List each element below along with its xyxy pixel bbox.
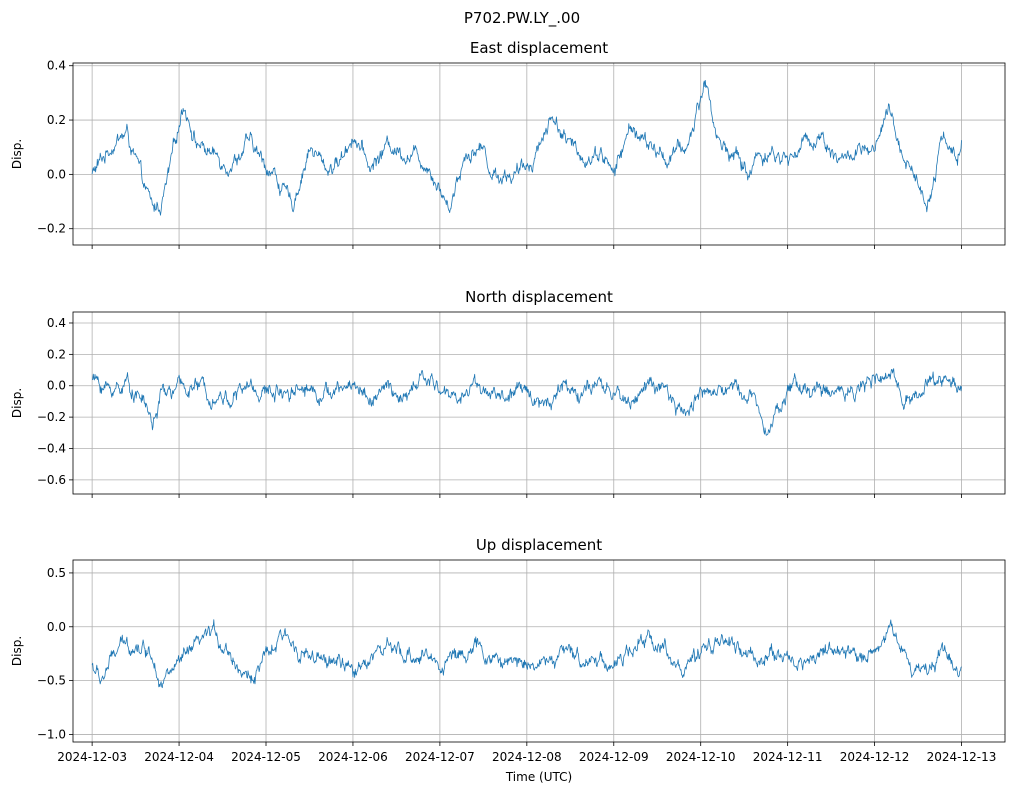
up-y-tick-label: −0.5 [37, 674, 66, 688]
x-tick-label: 2024-12-04 [144, 750, 214, 764]
east-y-axis-label: Disp. [10, 139, 24, 169]
up-y-tick-label: −1.0 [37, 727, 66, 741]
north-y-tick-label: −0.4 [37, 442, 66, 456]
x-tick-label: 2024-12-08 [492, 750, 562, 764]
north-y-tick-label: 0.2 [47, 347, 66, 361]
north-y-axis-label: Disp. [10, 388, 24, 418]
x-tick-label: 2024-12-10 [666, 750, 736, 764]
east-y-tick-label: 0.2 [47, 113, 66, 127]
up-y-axis-label: Disp. [10, 636, 24, 666]
x-tick-label: 2024-12-13 [927, 750, 997, 764]
x-tick-label: 2024-12-09 [579, 750, 649, 764]
x-tick-label: 2024-12-06 [318, 750, 388, 764]
east-displacement-panel: East displacement Disp. −0.2 0.0 0.2 0.4 [10, 39, 1006, 249]
up-panel-title: Up displacement [476, 536, 602, 554]
north-displacement-panel: North displacement Disp. −0.6 −0.4 −0.2 0.0… [10, 288, 1006, 498]
north-displacement-series [91, 368, 962, 436]
x-tick-label: 2024-12-07 [405, 750, 475, 764]
east-y-tick-label: 0.4 [47, 59, 66, 73]
up-plot-frame [72, 559, 1006, 743]
x-tick-label: 2024-12-12 [840, 750, 910, 764]
east-plot-frame [72, 62, 1006, 246]
east-displacement-series [91, 80, 962, 216]
x-axis-label: Time (UTC) [505, 770, 572, 784]
north-plot-frame [72, 311, 1006, 495]
figure-title: P702.PW.LY_.00 [464, 9, 580, 28]
up-y-tick-label: 0.5 [47, 566, 66, 580]
up-displacement-series [91, 619, 962, 689]
x-tick-label: 2024-12-03 [57, 750, 127, 764]
north-y-tick-label: 0.4 [47, 316, 66, 330]
up-y-tick-label: 0.0 [47, 620, 66, 634]
east-y-tick-label: −0.2 [37, 222, 66, 236]
east-y-tick-label: 0.0 [47, 167, 66, 181]
x-tick-label: 2024-12-05 [231, 750, 301, 764]
north-y-tick-label: −0.2 [37, 410, 66, 424]
north-y-tick-label: 0.0 [47, 379, 66, 393]
up-displacement-panel: Up displacement Disp. Time (UTC) −1.0 −0.… [10, 536, 1006, 784]
north-y-tick-label: −0.6 [37, 473, 66, 487]
x-tick-label: 2024-12-11 [753, 750, 823, 764]
east-panel-title: East displacement [470, 39, 608, 57]
north-panel-title: North displacement [465, 288, 613, 306]
